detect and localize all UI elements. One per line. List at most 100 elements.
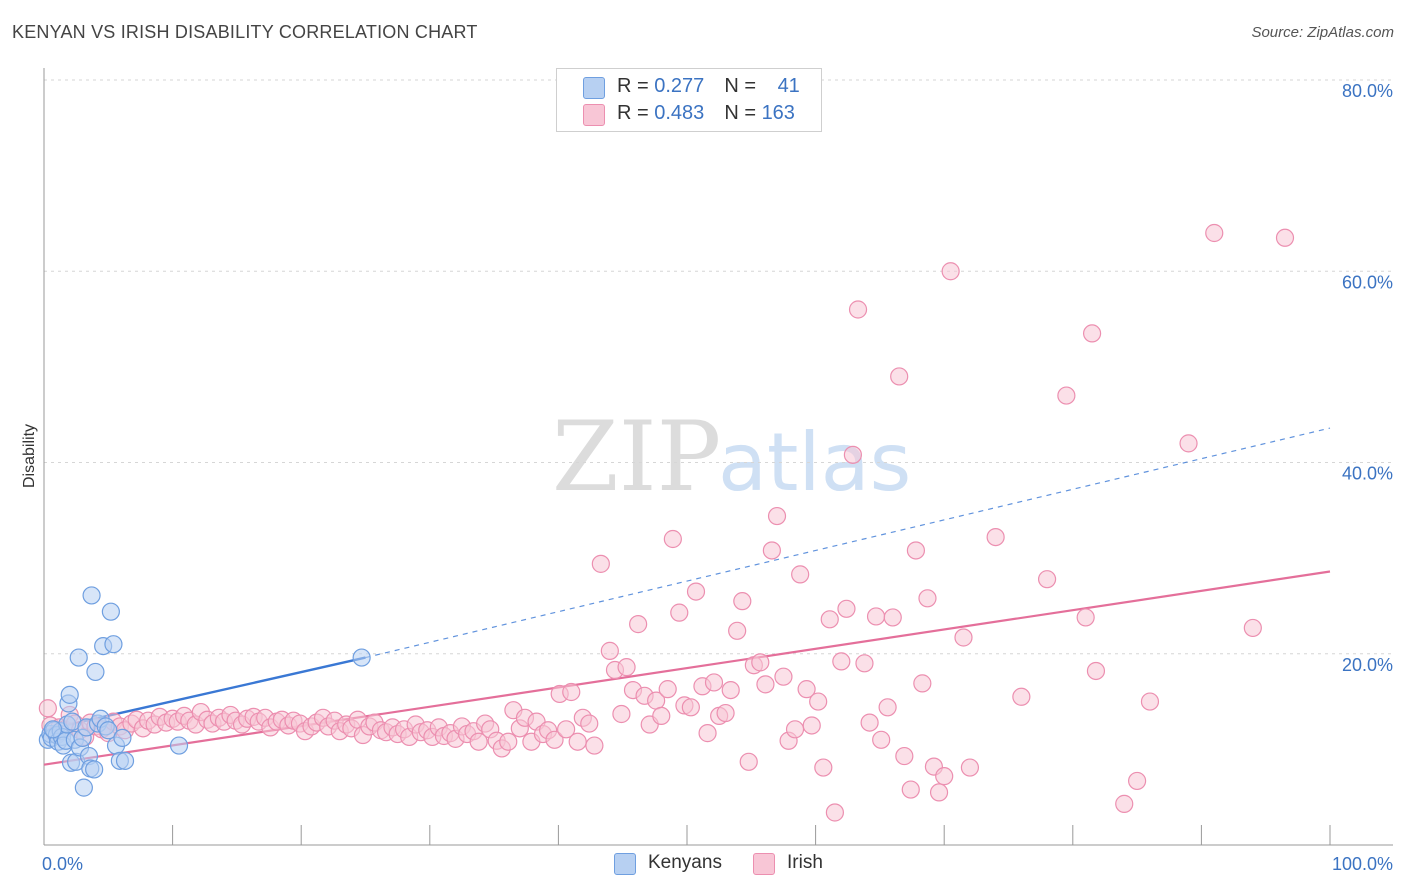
kenyans-r-label: R = xyxy=(617,75,655,97)
kenyans-point-40 xyxy=(43,720,63,739)
irish-point-0 xyxy=(38,699,57,718)
irish-point-156 xyxy=(935,767,954,786)
y-tick-label-60: 60.0% xyxy=(1342,272,1393,292)
tick-labels: 20.0% 40.0% 60.0% 80.0% 0.0% 100.0% xyxy=(42,81,1393,874)
y-tick-label-80: 80.0% xyxy=(1342,81,1393,101)
irish-point-98 xyxy=(600,641,619,660)
irish-point-116 xyxy=(704,673,724,692)
kenyans-point-20 xyxy=(74,778,93,797)
irish-point-152 xyxy=(913,674,932,693)
irish-point-95 xyxy=(580,714,599,733)
kenyans-stats: R = 0.277 N = 41 xyxy=(617,75,800,98)
irish-point-92 xyxy=(562,682,581,702)
kenyans-point-17 xyxy=(69,648,88,667)
irish-point-146 xyxy=(878,698,897,717)
kenyans-point-37 xyxy=(115,751,135,770)
irish-point-169 xyxy=(1140,692,1160,711)
irish-point-107 xyxy=(652,706,671,726)
irish-point-158 xyxy=(954,628,973,647)
irish-point-160 xyxy=(986,527,1005,547)
irish-point-113 xyxy=(686,582,706,601)
irish-point-96 xyxy=(585,736,604,755)
irish-point-131 xyxy=(791,565,810,584)
irish-point-150 xyxy=(901,780,920,799)
series-legend: Kenyans Irish xyxy=(0,852,1406,878)
irish-point-100 xyxy=(612,704,631,724)
watermark-zip: ZIP xyxy=(552,401,721,513)
kenyans-point-24 xyxy=(82,586,101,605)
irish-point-115 xyxy=(698,724,717,743)
irish-point-142 xyxy=(855,654,874,673)
kenyans-point-32 xyxy=(101,602,120,621)
kenyans-point-39 xyxy=(352,648,371,667)
irish-point-101 xyxy=(617,658,636,677)
irish-point-126 xyxy=(762,541,781,560)
irish-point-132 xyxy=(797,680,816,699)
irish-n-value: 163 xyxy=(761,102,795,124)
irish-legend-label: Irish xyxy=(787,852,823,873)
irish-point-138 xyxy=(832,652,851,671)
irish-point-165 xyxy=(1082,324,1102,343)
irish-point-136 xyxy=(820,610,839,629)
kenyans-n-label: N = xyxy=(724,75,762,97)
irish-point-122 xyxy=(739,752,758,771)
irish-swatch xyxy=(583,104,605,126)
irish-point-162 xyxy=(1037,570,1057,589)
y-axis-title: Disability xyxy=(21,424,38,488)
y-tick-label-20: 20.0% xyxy=(1342,655,1393,675)
irish-trend-line xyxy=(43,570,1331,766)
grid-lines xyxy=(44,79,1393,655)
irish-r-label: R = xyxy=(617,102,655,124)
irish-point-139 xyxy=(837,599,856,618)
irish-point-145 xyxy=(872,730,891,749)
kenyans-point-38 xyxy=(169,736,189,755)
chart-title: KENYAN VS IRISH DISABILITY CORRELATION C… xyxy=(12,22,478,42)
irish-point-134 xyxy=(809,692,828,711)
irish-stats: R = 0.483 N = 163 xyxy=(617,102,795,125)
irish-point-124 xyxy=(751,653,770,672)
irish-point-110 xyxy=(670,603,689,622)
irish-point-109 xyxy=(663,529,682,549)
irish-point-140 xyxy=(843,445,862,464)
irish-point-168 xyxy=(1127,771,1147,791)
irish-point-118 xyxy=(716,703,735,723)
irish-point-166 xyxy=(1086,661,1106,681)
kenyans-swatch xyxy=(583,77,605,99)
irish-point-120 xyxy=(728,621,747,640)
irish-point-141 xyxy=(848,300,868,319)
irish-point-103 xyxy=(629,615,648,634)
x-tick-label-min: 0.0% xyxy=(42,854,83,874)
kenyans-point-12 xyxy=(60,685,79,704)
irish-point-119 xyxy=(721,680,740,700)
irish-point-153 xyxy=(918,589,937,608)
irish-point-121 xyxy=(733,592,752,611)
irish-point-155 xyxy=(929,783,949,802)
irish-r-value: 0.483 xyxy=(654,102,705,124)
irish-point-137 xyxy=(825,803,844,822)
irish-point-149 xyxy=(895,746,914,766)
irish-point-112 xyxy=(681,698,700,717)
irish-legend-swatch xyxy=(753,853,775,875)
irish-point-147 xyxy=(883,608,902,627)
irish-point-170 xyxy=(1179,434,1198,453)
kenyans-point-33 xyxy=(104,635,123,654)
kenyans-point-36 xyxy=(113,728,132,748)
irish-point-89 xyxy=(545,730,564,749)
irish-point-167 xyxy=(1115,794,1134,813)
irish-point-127 xyxy=(767,506,787,526)
irish-point-128 xyxy=(774,667,793,686)
kenyans-point-31 xyxy=(99,721,118,740)
irish-point-148 xyxy=(890,367,909,386)
correlation-legend: R = 0.277 N = 41 R = 0.483 N = 163 xyxy=(556,68,822,132)
irish-point-93 xyxy=(568,732,587,751)
kenyans-r-value: 0.277 xyxy=(654,75,705,97)
y-tick-label-40: 40.0% xyxy=(1342,464,1393,484)
irish-point-157 xyxy=(941,262,960,281)
kenyans-legend-swatch xyxy=(614,853,636,875)
irish-point-133 xyxy=(802,716,821,735)
kenyans-point-26 xyxy=(86,662,105,682)
irish-point-171 xyxy=(1205,223,1224,243)
irish-point-130 xyxy=(785,720,805,739)
irish-n-label: N = xyxy=(724,102,762,124)
